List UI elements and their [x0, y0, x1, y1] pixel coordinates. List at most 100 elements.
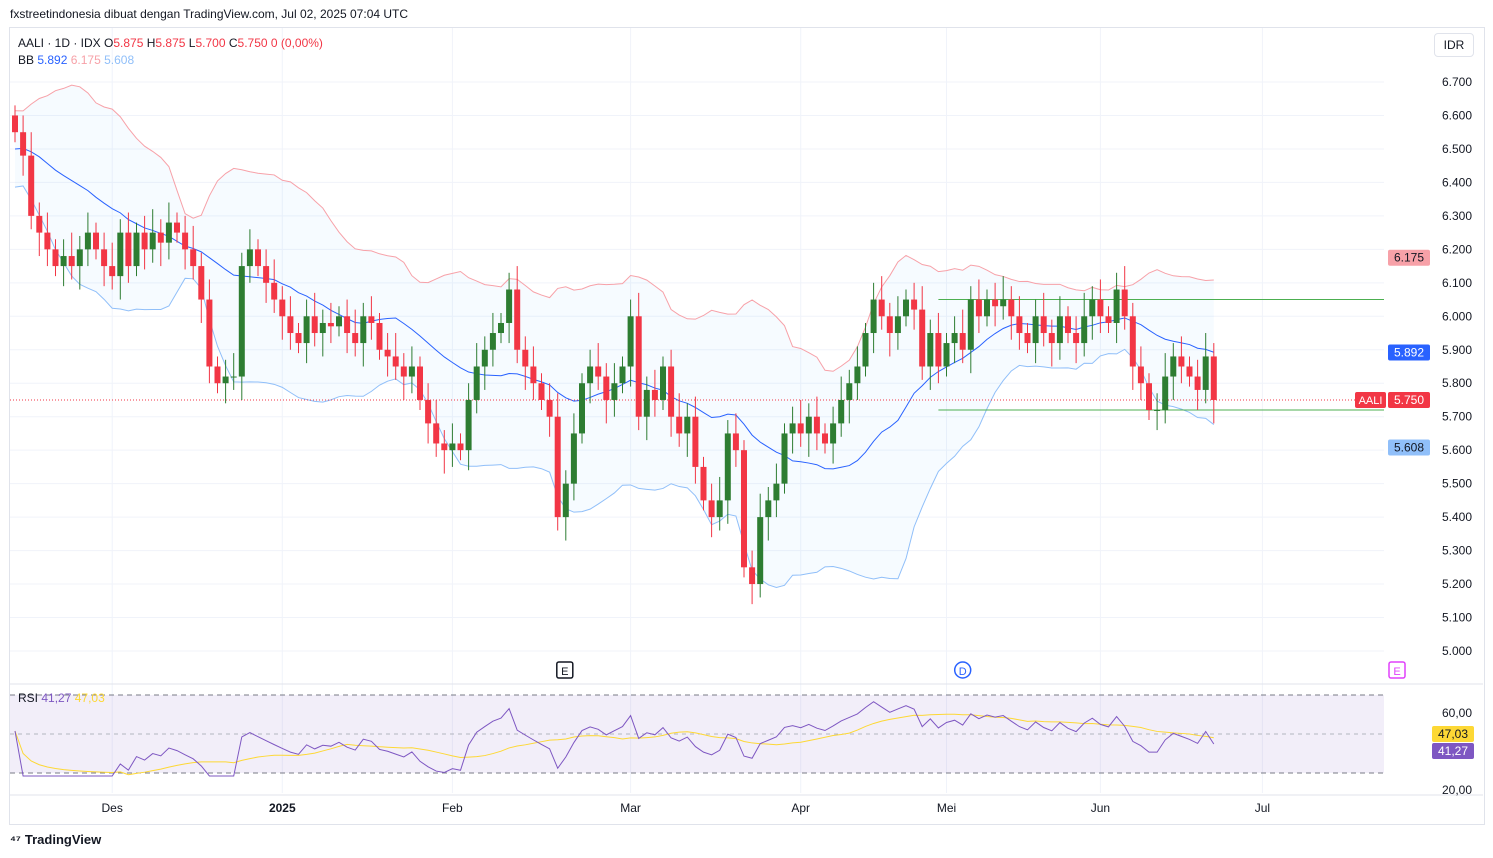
price-label: 5.608	[1394, 440, 1424, 454]
c-label: C	[228, 36, 238, 50]
candle-body	[562, 483, 569, 518]
candle-body	[522, 349, 529, 367]
x-tick-label: Feb	[442, 801, 463, 815]
candle-body	[546, 399, 553, 417]
candle-body	[425, 399, 432, 424]
rsi-price-label: 41,27	[1438, 744, 1468, 758]
x-tick-label: Jun	[1091, 801, 1110, 815]
candle-body	[174, 222, 180, 233]
tradingview-logo[interactable]: ⁴⁷ TradingView	[10, 832, 101, 847]
candle-body	[295, 333, 302, 344]
candle-body	[619, 366, 626, 384]
rsi-ma-label-bg	[1432, 726, 1474, 742]
rsi-ma-value: 47,03	[74, 691, 105, 705]
candle-body	[1081, 316, 1088, 344]
candle-body	[255, 249, 261, 267]
candle-body	[384, 349, 391, 357]
rsi-band	[10, 695, 1384, 773]
rsi-ma-line	[14, 713, 1214, 776]
candle-body	[1186, 366, 1193, 377]
candle-body	[376, 322, 383, 350]
candle-body	[1024, 333, 1031, 344]
candle-body	[984, 299, 990, 317]
candle-body	[732, 433, 739, 451]
legend: AALI · 1D · IDX O5.875 H5.875 L5.700 C5.…	[18, 35, 323, 69]
candle-body	[992, 299, 999, 307]
candle-body	[797, 423, 804, 434]
price-label-bg	[1388, 344, 1430, 361]
change-value: 0 (0,00%)	[270, 36, 323, 50]
candle-body	[854, 366, 861, 384]
rsi-tick-label: 20,00	[1442, 783, 1472, 797]
x-tick-label: Mar	[620, 801, 641, 815]
symbol[interactable]: AALI · 1D · IDX	[18, 36, 101, 50]
y-tick-label: 6.600	[1442, 108, 1472, 122]
candle-body	[692, 416, 699, 467]
y-tick-label: 5.200	[1442, 577, 1472, 591]
candle-body	[570, 433, 577, 484]
candle-body	[1178, 356, 1185, 367]
y-tick-label: 6.000	[1442, 309, 1472, 323]
candle-body	[1056, 316, 1063, 344]
candle-body	[12, 115, 18, 133]
candle-body	[125, 232, 132, 267]
price-label: 5.750	[1394, 393, 1424, 407]
candle-body	[311, 316, 318, 334]
candle-body	[1202, 356, 1209, 390]
bb-upper: 6.175	[70, 53, 101, 67]
event-label: E	[561, 666, 568, 678]
candle-body	[1121, 289, 1128, 317]
rsi-line	[14, 701, 1215, 777]
candle-body	[927, 333, 934, 367]
candle-body	[538, 383, 545, 400]
candle-body	[417, 366, 423, 400]
candle-body	[190, 249, 197, 267]
candle-body	[1146, 383, 1152, 411]
candle-body	[1048, 333, 1055, 344]
candle-body	[352, 333, 359, 344]
candle-body	[230, 376, 237, 378]
candle-body	[44, 232, 51, 250]
candle-body	[943, 343, 950, 367]
candle-body	[595, 366, 602, 377]
o-label: O	[104, 36, 114, 50]
candle-body	[781, 433, 788, 484]
candle-body	[263, 266, 270, 283]
y-tick-label: 5.400	[1442, 510, 1472, 524]
y-tick-label: 6.500	[1442, 142, 1472, 156]
candle-body	[498, 322, 504, 334]
price-label: 6.175	[1394, 251, 1424, 265]
candle-body	[1065, 316, 1071, 334]
candle-body	[433, 423, 440, 444]
candle-body	[206, 299, 213, 367]
candle-body	[117, 232, 124, 277]
candle-body	[449, 443, 456, 451]
y-tick-label: 6.700	[1442, 75, 1472, 89]
chart-header: fxstreetindonesia dibuat dengan TradingV…	[10, 7, 409, 21]
event-label: E	[1393, 666, 1400, 678]
candle-body	[805, 416, 812, 434]
y-tick-label: 5.600	[1442, 443, 1472, 457]
candle-body	[506, 289, 513, 323]
candle-body	[708, 500, 715, 518]
candle-body	[716, 500, 723, 518]
candle-body	[668, 366, 675, 417]
l-label: L	[188, 36, 196, 50]
candle-body	[894, 316, 901, 334]
currency-button[interactable]: IDR	[1434, 33, 1474, 57]
candle-body	[198, 266, 205, 300]
candle-body	[1170, 356, 1177, 377]
candle-body	[911, 299, 918, 310]
candle-body	[724, 433, 731, 501]
candle-body	[246, 249, 253, 267]
candle-body	[757, 517, 764, 585]
candle-body	[214, 366, 221, 384]
y-tick-label: 5.800	[1442, 376, 1472, 390]
bb-label[interactable]: BB	[18, 53, 35, 67]
open-value: 5.875	[113, 36, 144, 50]
candle-body	[1194, 376, 1201, 390]
candle-body	[101, 249, 108, 267]
candle-body	[967, 299, 974, 350]
rsi-label[interactable]: RSI	[18, 691, 39, 705]
